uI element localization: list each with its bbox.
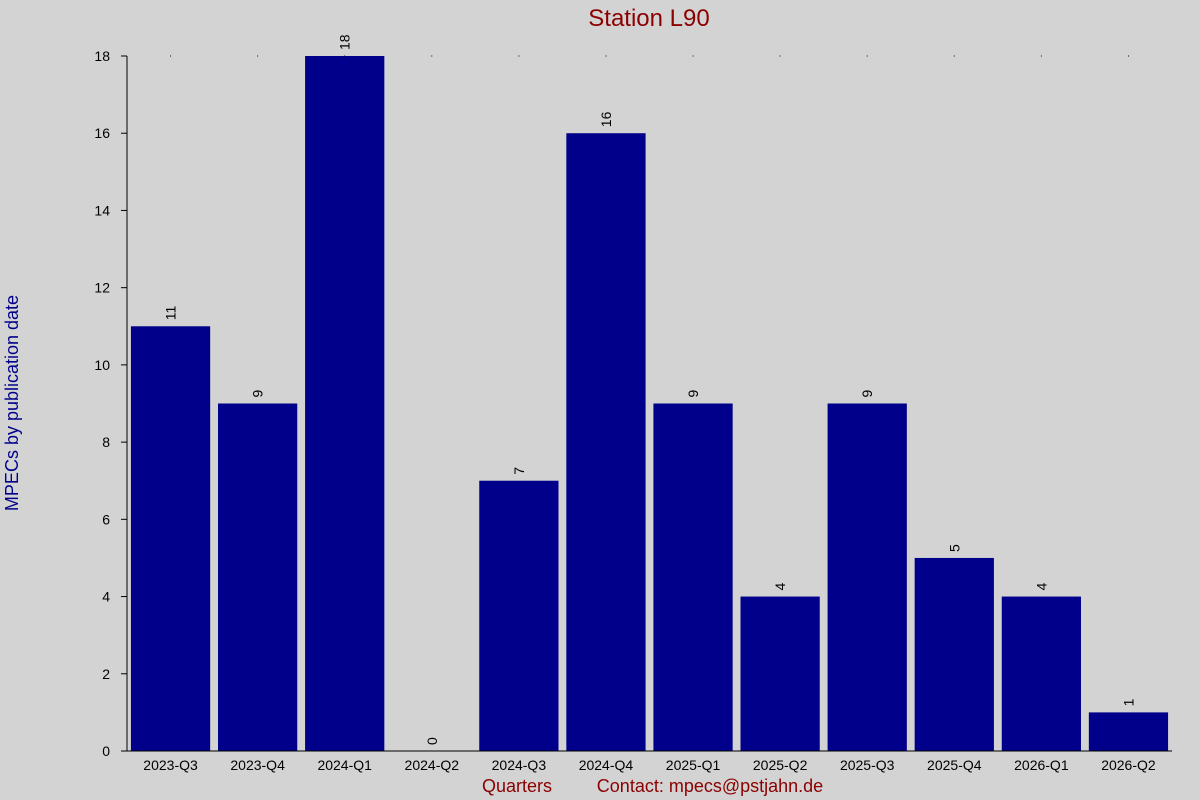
x-tick-mark-2025-Q2	[779, 55, 781, 57]
bar-2023-Q4	[218, 403, 298, 751]
x-ticks: 2023-Q3 2023-Q4 2024-Q1 2024-Q2 2024-Q3 2024-…	[143, 55, 1156, 773]
x-tick-mark-2026-Q2	[1127, 55, 1129, 57]
y-tick-label-12: 12	[94, 280, 110, 296]
x-tick-label-2024-Q3: 2024-Q3	[492, 757, 547, 773]
data-label-2024-Q4: 16	[598, 111, 614, 127]
data-label-2024-Q3: 7	[511, 467, 527, 475]
x-tick-mark-2024-Q4	[605, 55, 607, 57]
bar-2024-Q4	[566, 133, 646, 751]
bars: 11 9 18 0 7 16 9 4 9 5 4 1	[130, 34, 1169, 751]
data-label-2024-Q1: 18	[337, 34, 353, 50]
x-tick-mark-2025-Q1	[692, 55, 694, 57]
bar-2026-Q1	[1001, 596, 1081, 751]
data-label-2025-Q3: 9	[859, 390, 875, 398]
data-label-2026-Q1: 4	[1033, 583, 1049, 591]
bar-2025-Q3	[827, 403, 907, 751]
x-tick-mark-2026-Q1	[1040, 55, 1042, 57]
x-tick-label-2025-Q1: 2025-Q1	[666, 757, 721, 773]
y-tick-label-18: 18	[94, 48, 110, 64]
bar-2025-Q4	[914, 557, 994, 751]
x-tick-label-2026-Q1: 2026-Q1	[1014, 757, 1069, 773]
data-label-2023-Q3: 11	[163, 306, 179, 321]
y-axis-label: MPECs by publication date	[2, 295, 22, 511]
x-tick-label-2024-Q1: 2024-Q1	[317, 757, 372, 773]
x-tick-label-2025-Q4: 2025-Q4	[927, 757, 982, 773]
y-tick-label-8: 8	[102, 434, 110, 450]
data-label-2023-Q4: 9	[250, 390, 266, 398]
y-tick-label-10: 10	[94, 357, 110, 373]
y-tick-label-14: 14	[94, 202, 110, 218]
x-tick-label-2026-Q2: 2026-Q2	[1101, 757, 1156, 773]
chart-title: Station L90	[588, 5, 709, 32]
x-tick-mark-2023-Q4	[257, 55, 259, 57]
x-tick-label-2025-Q2: 2025-Q2	[753, 757, 808, 773]
x-tick-label-2023-Q4: 2023-Q4	[230, 757, 285, 773]
bar-2025-Q1	[653, 403, 733, 751]
y-tick-label-0: 0	[102, 743, 110, 759]
x-tick-label-2024-Q2: 2024-Q2	[405, 757, 460, 773]
x-tick-mark-2024-Q1	[344, 55, 346, 57]
data-label-2025-Q1: 9	[685, 390, 701, 398]
x-tick-label-2024-Q4: 2024-Q4	[579, 757, 634, 773]
bar-2023-Q3	[130, 326, 211, 751]
x-axis-label: Quarters	[482, 776, 552, 796]
x-tick-mark-2025-Q4	[953, 55, 955, 57]
y-ticks: 0 2 4 6 8 10 12 14 16 18	[94, 48, 127, 759]
bar-2024-Q1	[305, 56, 385, 751]
x-tick-mark-2024-Q3	[518, 55, 520, 57]
y-tick-label-6: 6	[102, 511, 110, 527]
y-tick-label-4: 4	[102, 589, 110, 605]
data-label-2024-Q2: 0	[424, 737, 440, 745]
bar-2026-Q2	[1088, 712, 1169, 751]
x-tick-mark-2023-Q3	[170, 55, 172, 57]
x-tick-mark-2025-Q3	[866, 55, 868, 57]
x-tick-label-2025-Q3: 2025-Q3	[840, 757, 895, 773]
x-tick-label-2023-Q3: 2023-Q3	[143, 757, 198, 773]
data-label-2025-Q4: 5	[946, 544, 962, 552]
data-label-2025-Q2: 4	[772, 583, 788, 591]
y-tick-label-2: 2	[102, 666, 110, 682]
contact-text: Contact: mpecs@pstjahn.de	[597, 776, 823, 796]
data-label-2026-Q2: 1	[1120, 698, 1136, 706]
x-tick-mark-2024-Q2	[431, 55, 433, 57]
bar-2025-Q2	[740, 596, 820, 751]
y-tick-label-16: 16	[94, 125, 110, 141]
bar-2024-Q3	[479, 480, 559, 751]
